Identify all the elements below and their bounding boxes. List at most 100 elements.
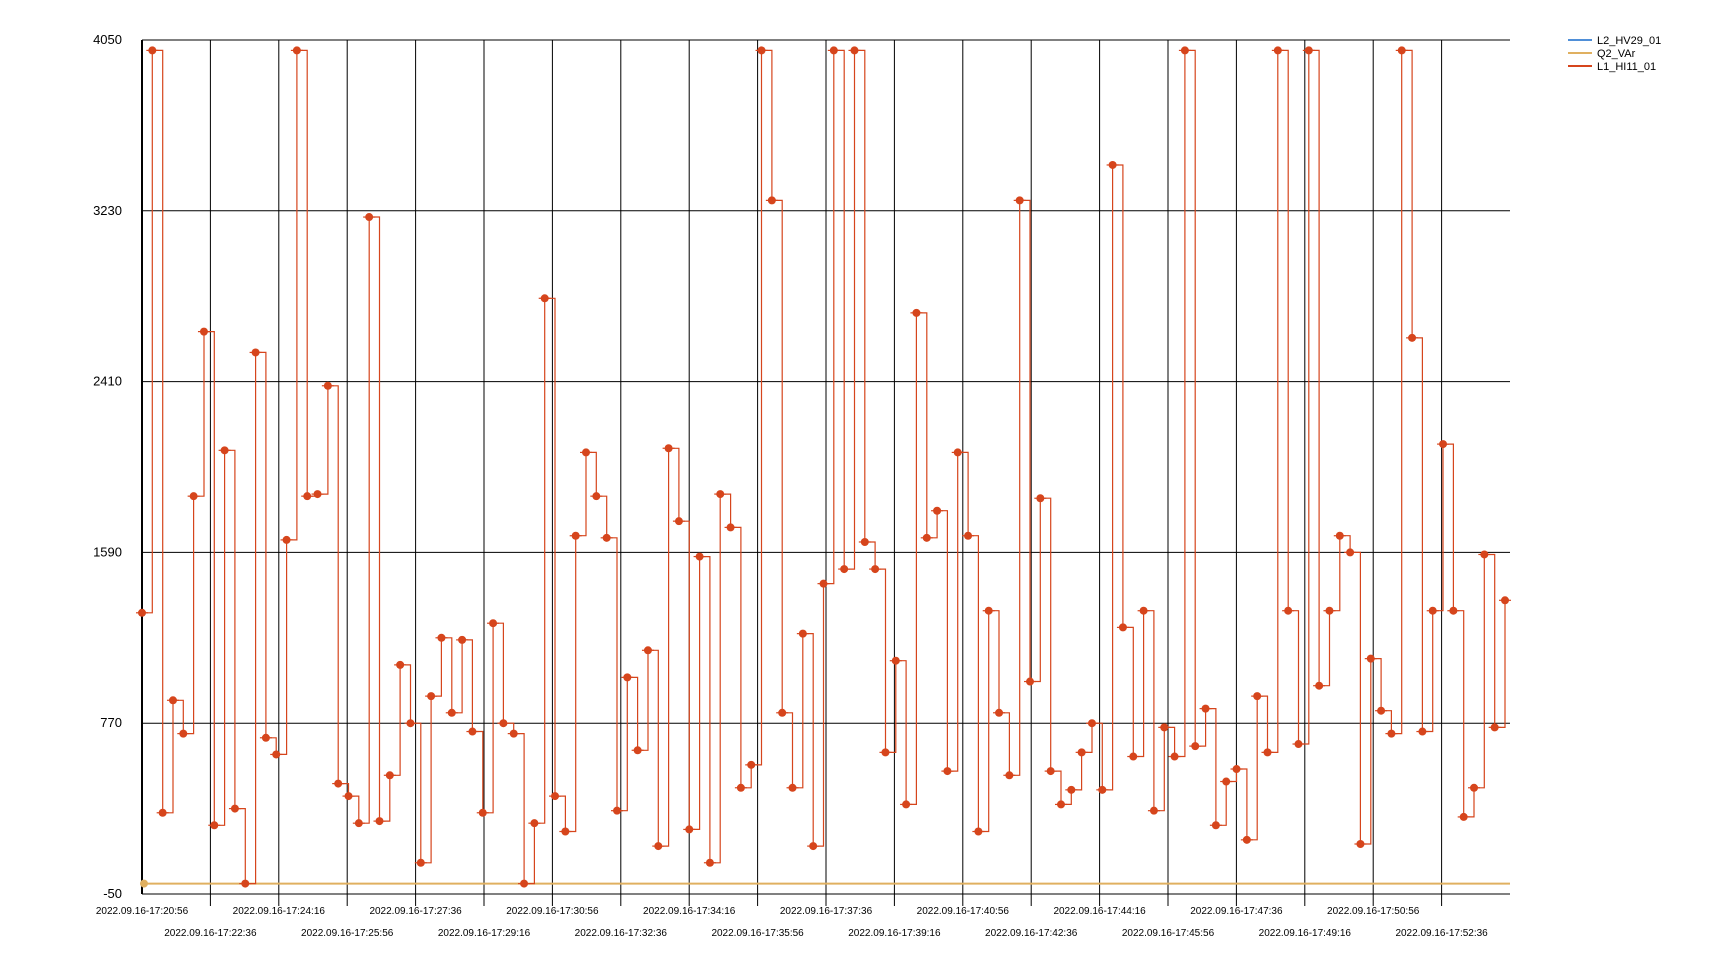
l1-hi11-point bbox=[447, 708, 456, 717]
l1-hi11-point bbox=[819, 579, 828, 588]
y-axis-ticks: 4050 3230 2410 1590 770 -50 bbox=[93, 32, 122, 901]
l1-hi11-point bbox=[1056, 800, 1065, 809]
l1-hi11-point bbox=[1077, 748, 1086, 757]
x-tick-label: 2022.09.16-17:34:16 bbox=[643, 906, 736, 917]
x-tick-label: 2022.09.16-17:27:36 bbox=[369, 906, 462, 917]
l1-hi11-point bbox=[220, 446, 229, 455]
x-tick-label: 2022.09.16-17:44:16 bbox=[1053, 906, 1146, 917]
l1-hi11-point bbox=[643, 646, 652, 655]
x-tick-label: 2022.09.16-17:40:56 bbox=[917, 906, 1010, 917]
l1-hi11-point bbox=[1139, 606, 1148, 615]
l1-hi11-point bbox=[1490, 723, 1499, 732]
l1-hi11-point bbox=[602, 533, 611, 542]
l1-hi11-point bbox=[1273, 46, 1282, 55]
l1-hi11-point bbox=[995, 708, 1004, 717]
l1-hi11-point bbox=[726, 523, 735, 532]
l1-hi11-point bbox=[272, 750, 281, 759]
l1-hi11-point bbox=[1108, 160, 1117, 169]
l1-hi11-point bbox=[881, 748, 890, 757]
l1-hi11-point bbox=[1325, 606, 1334, 615]
l1-hi11-point bbox=[530, 819, 539, 828]
l1-hi11-point bbox=[757, 46, 766, 55]
l1-hi11-point bbox=[138, 608, 146, 617]
l1-hi11-point bbox=[210, 821, 219, 830]
x-tick-label: 2022.09.16-17:42:36 bbox=[985, 928, 1078, 939]
l1-hi11-point bbox=[674, 517, 683, 526]
l1-hi11-point bbox=[695, 552, 704, 561]
l1-hi11-point bbox=[974, 827, 983, 836]
l1-hi11-point bbox=[1129, 752, 1138, 761]
l1-hi11-point bbox=[1149, 806, 1158, 815]
l1-hi11-point bbox=[199, 327, 208, 336]
l1-hi11-point bbox=[1026, 677, 1035, 686]
l1-hi11-point bbox=[561, 827, 570, 836]
x-tick-label: 2022.09.16-17:37:36 bbox=[780, 906, 873, 917]
x-tick-label: 2022.09.16-17:35:56 bbox=[711, 928, 804, 939]
l1-hi11-point bbox=[148, 46, 157, 55]
l1-hi11-point bbox=[251, 348, 260, 357]
l1-hi11-point bbox=[261, 733, 270, 742]
l1-hi11-point bbox=[396, 660, 405, 669]
l1-hi11-point bbox=[1253, 692, 1262, 701]
l1-hi11-point bbox=[292, 46, 301, 55]
y-tick-label: 4050 bbox=[93, 32, 122, 47]
l1-hi11-point bbox=[633, 746, 642, 755]
l1-hi11-point bbox=[406, 719, 415, 728]
l1-hi11-point bbox=[1501, 596, 1509, 605]
l1-hi11-point bbox=[1160, 723, 1169, 732]
l1-hi11-point bbox=[1067, 785, 1076, 794]
l1-hi11-point bbox=[1284, 606, 1293, 615]
legend-label[interactable]: L1_HI11_01 bbox=[1597, 61, 1656, 73]
l1-hi11-point bbox=[1480, 550, 1489, 559]
l1-hi11-point bbox=[520, 879, 529, 888]
x-tick-label: 2022.09.16-17:49:16 bbox=[1259, 928, 1352, 939]
l1-hi11-point bbox=[747, 760, 756, 769]
l1-hi11-point bbox=[922, 533, 931, 542]
l1-hi11-point bbox=[344, 792, 353, 801]
l1-hi11-point bbox=[499, 719, 508, 728]
l1-hi11-point bbox=[1397, 46, 1406, 55]
l1-hi11-point bbox=[1366, 654, 1375, 663]
x-tick-label: 2022.09.16-17:45:56 bbox=[1122, 928, 1215, 939]
l1-hi11-point bbox=[354, 819, 363, 828]
y-tick-label: 1590 bbox=[93, 544, 122, 559]
l1-hi11-point bbox=[551, 792, 560, 801]
x-tick-label: 2022.09.16-17:52:36 bbox=[1395, 928, 1488, 939]
l1-hi11-point bbox=[323, 381, 332, 390]
x-tick-label: 2022.09.16-17:32:36 bbox=[575, 928, 668, 939]
l1-hi11-point bbox=[1211, 821, 1220, 830]
l1-hi11-point bbox=[478, 808, 487, 817]
vertical-gridlines bbox=[209, 40, 1443, 906]
x-axis-ticks: 2022.09.16-17:20:56 2022.09.16-17:22:36 20… bbox=[96, 906, 1488, 939]
x-tick-label: 2022.09.16-17:22:36 bbox=[164, 928, 257, 939]
l1-hi11-point bbox=[1191, 742, 1200, 751]
l1-hi11-point bbox=[1428, 606, 1437, 615]
legend-label[interactable]: L2_HV29_01 bbox=[1597, 35, 1661, 47]
l1-hi11-point bbox=[509, 729, 518, 738]
l1-hi11-point bbox=[1180, 46, 1189, 55]
l1-hi11-point bbox=[829, 46, 838, 55]
l1-hi11-point bbox=[489, 619, 498, 628]
legend-label[interactable]: Q2_VAr bbox=[1597, 48, 1636, 60]
l1-hi11-point bbox=[1098, 785, 1107, 794]
l1-hi11-series-line bbox=[142, 49, 1506, 885]
l1-hi11-point bbox=[1015, 196, 1024, 205]
l1-hi11-point bbox=[1036, 494, 1045, 503]
l1-hi11-point bbox=[850, 46, 859, 55]
l1-hi11-point bbox=[1459, 812, 1468, 821]
l1-hi11-point bbox=[840, 565, 849, 574]
l1-hi11-point bbox=[871, 565, 880, 574]
l1-hi11-point bbox=[788, 783, 797, 792]
l1-hi11-point bbox=[902, 800, 911, 809]
l1-hi11-point bbox=[984, 606, 993, 615]
l1-hi11-point bbox=[365, 213, 374, 222]
l1-hi11-point bbox=[623, 673, 632, 682]
l1-hi11-point bbox=[230, 804, 239, 813]
l1-hi11-point bbox=[1315, 681, 1324, 690]
l1-hi11-point bbox=[1232, 765, 1241, 774]
x-tick-label: 2022.09.16-17:30:56 bbox=[506, 906, 599, 917]
l1-hi11-point bbox=[458, 635, 467, 644]
l1-hi11-point bbox=[664, 444, 673, 453]
